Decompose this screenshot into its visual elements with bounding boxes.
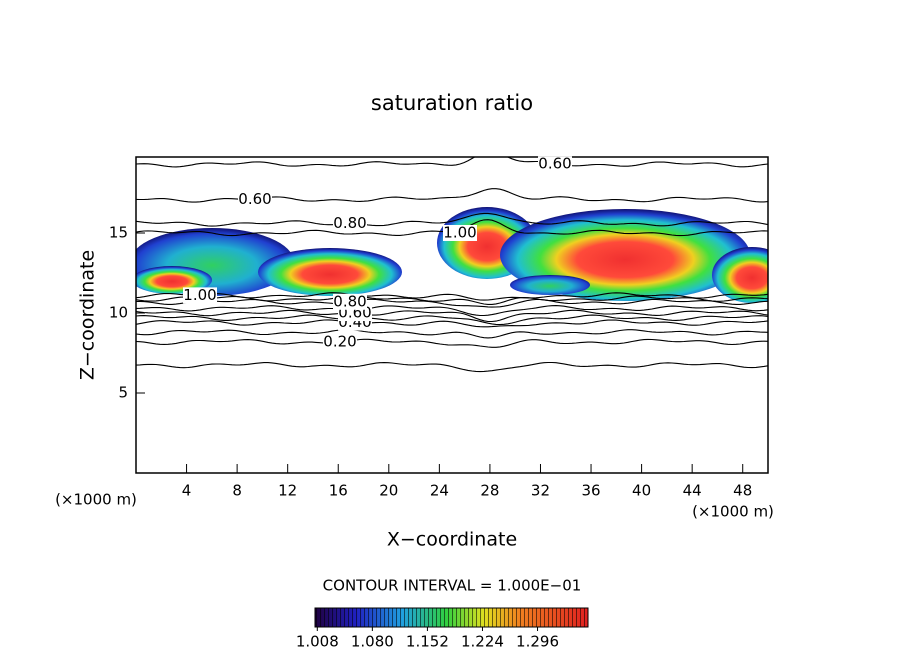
contour-label-bg: [333, 215, 367, 232]
contour-label: 0.80: [333, 292, 366, 310]
contour-line: [136, 338, 768, 348]
x-tick-label: 48: [733, 482, 752, 500]
plot-frame: [135, 156, 769, 474]
shading-region: [510, 275, 590, 295]
contour-label-bg: [333, 293, 367, 310]
contour-line: [136, 314, 768, 326]
contour-line: [136, 292, 768, 301]
x-tick-label: 28: [480, 482, 499, 500]
x-tick-label: 20: [379, 482, 398, 500]
chart-title: saturation ratio: [371, 91, 533, 115]
contour-label: 0.60: [238, 190, 271, 208]
contour-label: 0.80: [333, 214, 366, 232]
contour-label-bg: [238, 191, 272, 208]
contour-label: 1.00: [443, 224, 476, 242]
x-tick-label: 44: [683, 482, 702, 500]
contour-line: [136, 319, 768, 328]
x-tick-label: 24: [430, 482, 449, 500]
colorbar-frame: [314, 607, 589, 628]
shading-region: [258, 248, 402, 296]
x-tick-label: 16: [329, 482, 348, 500]
x-tick-label: 4: [182, 482, 192, 500]
y-tick-label: 10: [109, 304, 128, 322]
contour-label-bg: [538, 156, 572, 173]
contour-label-bg: [323, 333, 357, 350]
contour-label-bg: [183, 287, 217, 304]
y-tick-label: 5: [118, 384, 128, 402]
colorbar-tick-label: 1.080: [351, 633, 394, 651]
x-tick-label: 32: [531, 482, 550, 500]
contour-label-bg: [443, 225, 477, 241]
x-unit-label: (×1000 m): [55, 491, 137, 509]
contour-line: [136, 188, 768, 203]
x-tick-label: 40: [632, 482, 651, 500]
colorbar-tick-label: 1.224: [461, 633, 504, 651]
y-axis-label: Z−coordinate: [77, 250, 99, 380]
colorbar-tick-label: 1.296: [516, 633, 559, 651]
x-unit-label: (×1000 m): [692, 503, 774, 521]
contour-line: [136, 309, 768, 323]
contour-line: [136, 305, 768, 317]
contours: [136, 157, 768, 373]
y-tick-label: 15: [109, 224, 128, 242]
x-tick-label: 36: [581, 482, 600, 500]
x-tick-label: 8: [232, 482, 242, 500]
contour-label: 1.00: [183, 286, 216, 304]
colorbar-tick-label: 1.008: [296, 633, 339, 651]
contour-interval: CONTOUR INTERVAL = 1.000E−01: [323, 577, 582, 595]
contour-label: 0.20: [323, 332, 356, 350]
contour-line: [136, 298, 768, 308]
x-axis-label: X−coordinate: [387, 529, 517, 551]
x-tick-label: 12: [278, 482, 297, 500]
contour-line: [136, 212, 768, 227]
contour-line: [136, 329, 768, 339]
colorbar-tick-label: 1.152: [406, 633, 449, 651]
contour-line: [136, 157, 768, 168]
contour-line: [136, 361, 768, 373]
shading-region: [712, 247, 768, 303]
contour-label: 0.60: [538, 155, 571, 173]
colorbar-stripes: [315, 608, 588, 627]
shading-region: [136, 266, 212, 294]
